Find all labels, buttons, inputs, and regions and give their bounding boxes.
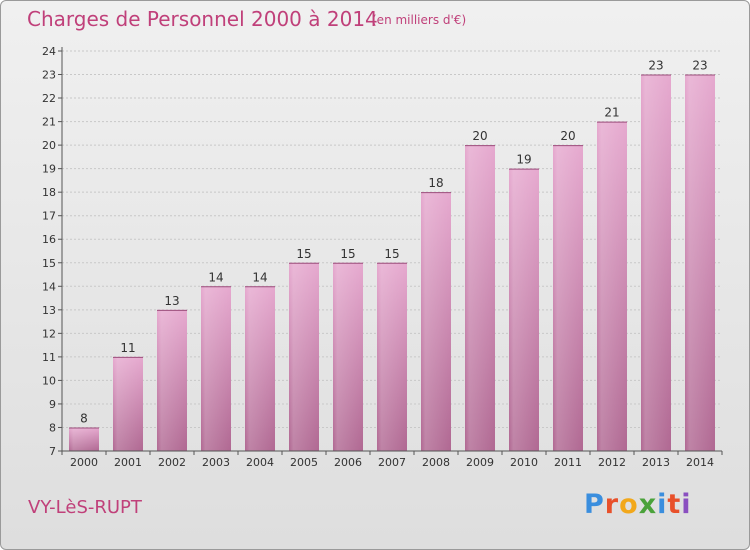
bar-sheen <box>465 145 495 451</box>
logo-letter: t <box>667 489 682 520</box>
y-tick-label: 18 <box>42 186 56 199</box>
bar-sheen <box>553 145 583 451</box>
logo-letter: r <box>604 489 620 520</box>
proxiti-logo: Proxiti <box>584 489 692 520</box>
bar-sheen <box>245 286 275 451</box>
bar-value-label: 11 <box>120 341 135 355</box>
y-tick-label: 22 <box>42 92 56 105</box>
x-tick-label: 2004 <box>246 456 274 469</box>
x-tick-label: 2000 <box>70 456 98 469</box>
x-tick-label: 2005 <box>290 456 318 469</box>
bar-value-label: 14 <box>208 270 223 284</box>
y-tick-label: 13 <box>42 304 56 317</box>
y-tick-label: 19 <box>42 163 56 176</box>
bar-sheen <box>201 286 231 451</box>
x-tick-label: 2011 <box>554 456 582 469</box>
x-tick-label: 2002 <box>158 456 186 469</box>
bar-sheen <box>69 427 99 451</box>
y-tick-label: 12 <box>42 327 56 340</box>
y-tick-label: 23 <box>42 69 56 82</box>
axes <box>58 47 723 455</box>
y-tick-label: 10 <box>42 374 56 387</box>
x-tick-label: 2003 <box>202 456 230 469</box>
bar-sheen <box>597 121 627 452</box>
bar-sheen <box>509 168 539 451</box>
bar-value-label: 23 <box>692 59 707 73</box>
y-tick-label: 17 <box>42 210 56 223</box>
y-tick-label: 8 <box>49 421 56 434</box>
x-tick-label: 2009 <box>466 456 494 469</box>
y-tick-label: 21 <box>42 116 56 129</box>
bar-value-label: 15 <box>384 247 399 261</box>
y-tick-label: 16 <box>42 233 56 246</box>
y-tick-label: 20 <box>42 139 56 152</box>
bar-sheen <box>641 74 671 451</box>
bar-sheen <box>113 356 143 451</box>
bar-value-label: 20 <box>560 129 575 143</box>
x-tick-label: 2012 <box>598 456 626 469</box>
bar-sheen <box>377 262 407 451</box>
y-tick-label: 7 <box>49 445 56 458</box>
bar-sheen <box>685 74 715 451</box>
labels: 7 8 9 10 11 12 13 14 15 16 17 18 19 20 21 22 23 24 8 2000 11… <box>42 45 714 469</box>
bar-value-label: 14 <box>252 270 267 284</box>
y-tick-label: 11 <box>42 351 56 364</box>
bar-value-label: 19 <box>516 153 531 167</box>
x-tick-label: 2013 <box>642 456 670 469</box>
bars <box>69 74 715 452</box>
logo-letter: i <box>657 489 668 520</box>
bar-sheen <box>289 262 319 451</box>
x-tick-label: 2001 <box>114 456 142 469</box>
x-tick-label: 2007 <box>378 456 406 469</box>
logo-letter: i <box>681 489 692 520</box>
y-tick-label: 24 <box>42 45 56 58</box>
y-tick-label: 14 <box>42 280 56 293</box>
logo-letter: P <box>584 489 605 520</box>
chart-subtitle: (en milliers d'€) <box>372 13 467 27</box>
commune-name: VY-LèS-RUPT <box>28 497 142 518</box>
x-tick-label: 2008 <box>422 456 450 469</box>
bar-value-label: 20 <box>472 129 487 143</box>
bar-value-label: 23 <box>648 59 663 73</box>
y-tick-label: 9 <box>49 398 56 411</box>
logo-letter: x <box>638 489 658 520</box>
bar-value-label: 8 <box>80 411 88 425</box>
bar-value-label: 18 <box>428 176 443 190</box>
bar-value-label: 21 <box>604 106 619 120</box>
logo-letter: o <box>619 489 639 520</box>
bar-value-label: 13 <box>164 294 179 308</box>
y-tick-label: 15 <box>42 257 56 270</box>
x-tick-label: 2010 <box>510 456 538 469</box>
x-tick-label: 2014 <box>686 456 714 469</box>
bar-sheen <box>333 262 363 451</box>
x-tick-label: 2006 <box>334 456 362 469</box>
chart-title: Charges de Personnel 2000 à 2014 <box>27 7 378 31</box>
bar-sheen <box>157 309 187 451</box>
bar-value-label: 15 <box>296 247 311 261</box>
bar-sheen <box>421 192 451 452</box>
bar-value-label: 15 <box>340 247 355 261</box>
